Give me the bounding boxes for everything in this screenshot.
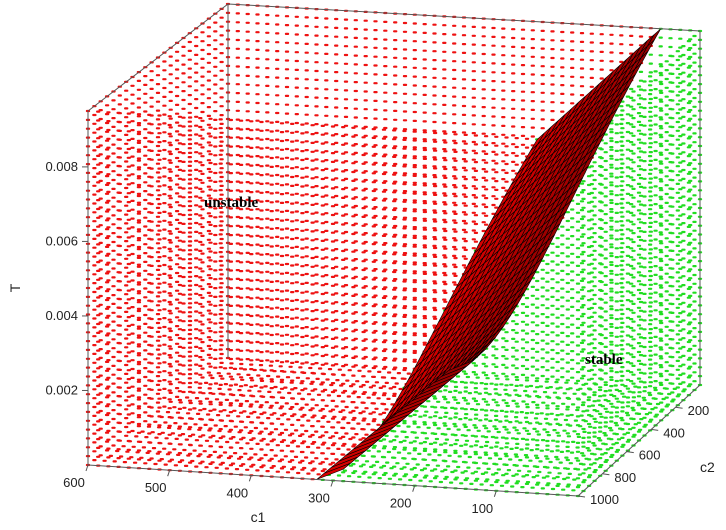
z-axis-title: T [7, 283, 23, 292]
x-axis-title: c1 [251, 509, 266, 525]
c2-tick-label: 600 [639, 448, 661, 463]
c2-tick-label: 200 [688, 403, 710, 418]
box-edge-right-bottom [577, 384, 701, 497]
c1-tick [167, 470, 171, 477]
c2-tick-label: 1000 [590, 492, 619, 507]
c1-tick-label: 100 [471, 501, 493, 516]
y-axis-title: c2 [700, 459, 715, 475]
c2-tick [651, 428, 659, 431]
unstable-label: unstable [204, 195, 259, 211]
c1-tick-label: 400 [226, 485, 248, 500]
axes-box [87, 3, 701, 497]
c2-tick [626, 451, 634, 454]
c1-tick [493, 490, 497, 497]
c2-tick [675, 406, 683, 409]
c2-tick-label: 800 [614, 470, 636, 485]
c2-tick-label: 400 [663, 425, 685, 440]
stability-boundary-surface [316, 28, 661, 480]
box-edge-top-left [87, 3, 229, 112]
surface-patch [316, 463, 351, 480]
T-tick-label: 0.002 [45, 382, 78, 397]
c1-tick [248, 475, 252, 482]
c1-tick [412, 485, 416, 492]
axis-ticks: 600 500 400 300 200 10020040060080010000.0080… [45, 159, 709, 516]
c1-tick-label: 200 [390, 496, 412, 511]
T-tick-label: 0.006 [45, 233, 78, 248]
c1-tick [330, 480, 334, 487]
c1-tick-label: 600 [63, 475, 85, 490]
c2-tick [577, 495, 586, 498]
T-tick-label: 0.004 [45, 308, 78, 323]
c1-tick-label: 500 [145, 480, 167, 495]
box-edge-top-back [227, 3, 701, 32]
c1-tick-label: 300 [308, 491, 330, 506]
c1-tick [85, 464, 89, 472]
c2-tick [602, 473, 610, 476]
stable-label: stable [585, 352, 623, 368]
T-tick-label: 0.008 [45, 159, 78, 174]
